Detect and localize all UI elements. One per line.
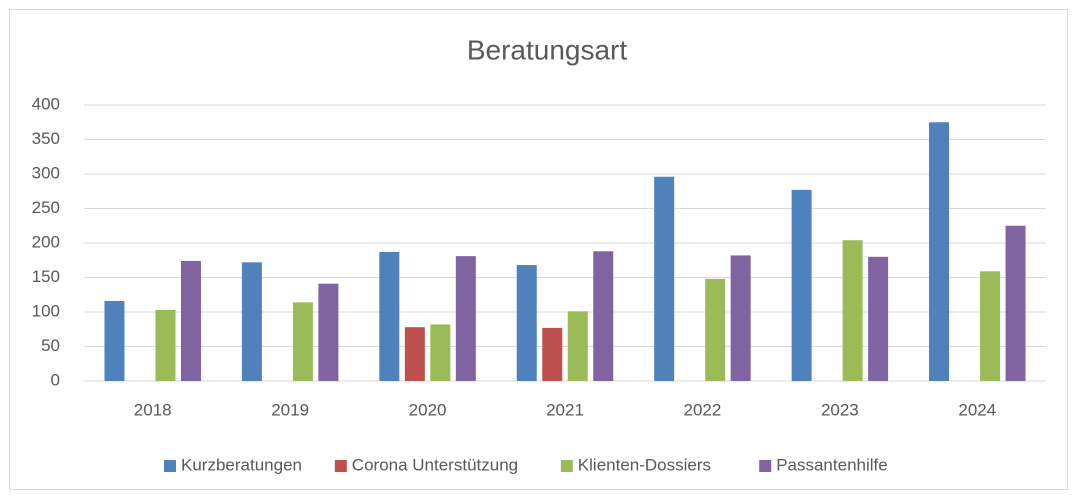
bar: [593, 251, 614, 381]
x-tick-label: 2019: [271, 400, 309, 419]
bar: [104, 300, 125, 381]
legend-swatch: [334, 460, 347, 472]
y-tick-label: 350: [32, 129, 60, 148]
y-tick-label: 250: [32, 198, 60, 217]
bar: [791, 189, 812, 381]
bar: [241, 262, 262, 381]
y-tick-label: 100: [32, 301, 60, 320]
bar: [705, 278, 726, 381]
x-tick-label: 2018: [134, 400, 172, 419]
bar: [980, 271, 1001, 381]
x-tick-label: 2020: [409, 400, 447, 419]
bar: [318, 283, 339, 381]
bar: [455, 256, 476, 381]
y-tick-label: 150: [32, 267, 60, 286]
legend-swatch: [164, 460, 176, 472]
bar: [379, 251, 400, 381]
legend-label: Kurzberatungen: [181, 455, 302, 474]
x-tick-label: 2024: [958, 400, 996, 419]
legend-label: Corona Unterstützung: [352, 455, 518, 474]
bar: [292, 302, 313, 381]
y-tick-label: 50: [41, 336, 60, 355]
legend-swatch: [560, 460, 573, 472]
bar: [430, 324, 451, 381]
legend-label: Passantenhilfe: [776, 455, 888, 474]
x-tick-label: 2022: [684, 400, 722, 419]
y-tick-label: 300: [32, 163, 60, 182]
y-tick-label: 200: [32, 232, 60, 251]
legend-label: Klienten-Dossiers: [578, 455, 711, 474]
y-tick-label: 0: [51, 370, 60, 389]
bar: [842, 240, 863, 381]
bar: [654, 176, 675, 381]
bar: [730, 255, 751, 381]
bar: [542, 327, 563, 381]
bar: [1005, 225, 1026, 381]
bar: [155, 309, 176, 381]
x-tick-label: 2021: [546, 400, 584, 419]
bar: [180, 260, 201, 381]
x-tick-label: 2023: [821, 400, 859, 419]
bar: [404, 327, 425, 381]
bar: [516, 265, 537, 381]
bar: [868, 256, 889, 381]
legend-swatch: [759, 460, 772, 472]
bar: [929, 122, 950, 381]
y-tick-label: 400: [32, 94, 60, 113]
bar: [567, 311, 588, 381]
chart-title: Beratungsart: [467, 34, 628, 65]
chart-frame: [9, 9, 1068, 490]
